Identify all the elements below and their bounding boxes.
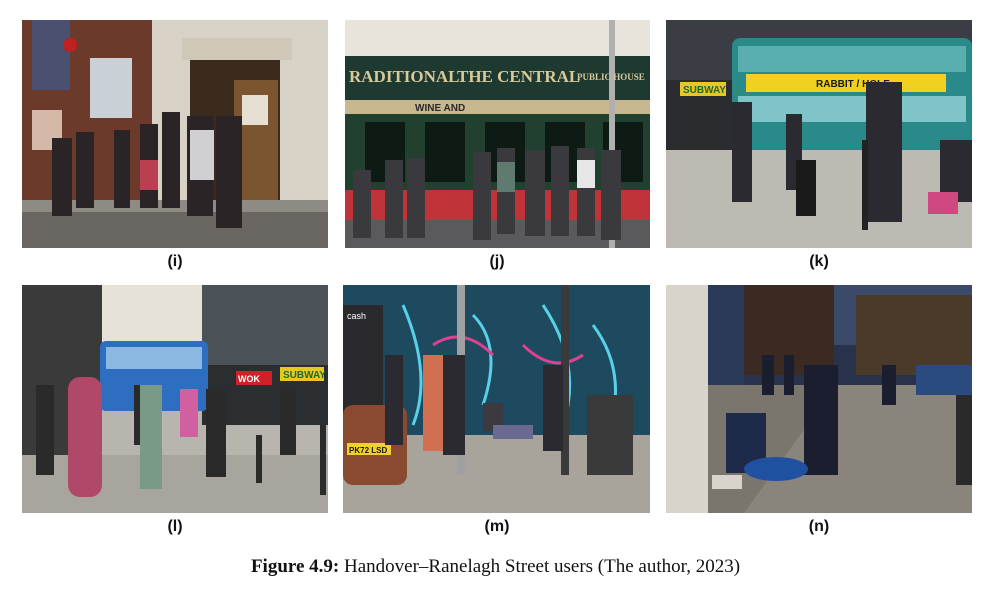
photo-panel-i <box>22 20 328 248</box>
photo-panel-m: cash PK72 LSD <box>343 285 650 513</box>
sign-text-left: RADITIONAL <box>349 67 460 86</box>
panel-label-i: (i) <box>167 253 183 270</box>
photo-panel-j: RADITIONAL THE CENTRAL PUBLIC HOUSE WINE… <box>345 20 650 248</box>
panel-label-j: (j) <box>489 253 505 270</box>
photo-street-scene-m: cash PK72 LSD <box>343 285 650 513</box>
kiosk-cash-text: cash <box>347 311 366 321</box>
sign-subtext: WINE AND <box>415 103 465 114</box>
panel-label-l: (l) <box>167 518 183 535</box>
panel-label-k: (k) <box>809 253 829 270</box>
figure-caption: Figure 4.9: Handover–Ranelagh Street use… <box>0 556 991 578</box>
car-plate-text: PK72 LSD <box>349 446 387 455</box>
photo-panel-n <box>666 285 972 513</box>
figure-caption-prefix: Figure 4.9: <box>250 556 340 577</box>
store-sign-subway-l: SUBWAY <box>283 370 326 381</box>
photo-street-scene-k: SUBWAY RABBIT / HOLE <box>666 20 972 248</box>
panel-label-m: (m) <box>484 518 510 535</box>
figure-caption-text: Handover–Ranelagh Street users (The auth… <box>339 556 741 577</box>
photo-street-scene-n <box>666 285 972 513</box>
store-sign-subway-k: SUBWAY <box>683 85 726 96</box>
photo-street-scene-l: SUBWAY WOK <box>22 285 328 513</box>
photo-panel-l: SUBWAY WOK <box>22 285 328 513</box>
photo-panel-k: SUBWAY RABBIT / HOLE <box>666 20 972 248</box>
sign-text-right: PUBLIC HOUSE <box>577 72 645 82</box>
store-sign-wok-l: WOK <box>238 374 260 384</box>
photo-street-scene-j: RADITIONAL THE CENTRAL PUBLIC HOUSE WINE… <box>345 20 650 248</box>
bus-ad-text: RABBIT / HOLE <box>816 79 890 90</box>
photo-street-scene-i <box>22 20 328 248</box>
sign-text-central: THE CENTRAL <box>457 67 580 86</box>
panel-label-n: (n) <box>808 518 830 535</box>
